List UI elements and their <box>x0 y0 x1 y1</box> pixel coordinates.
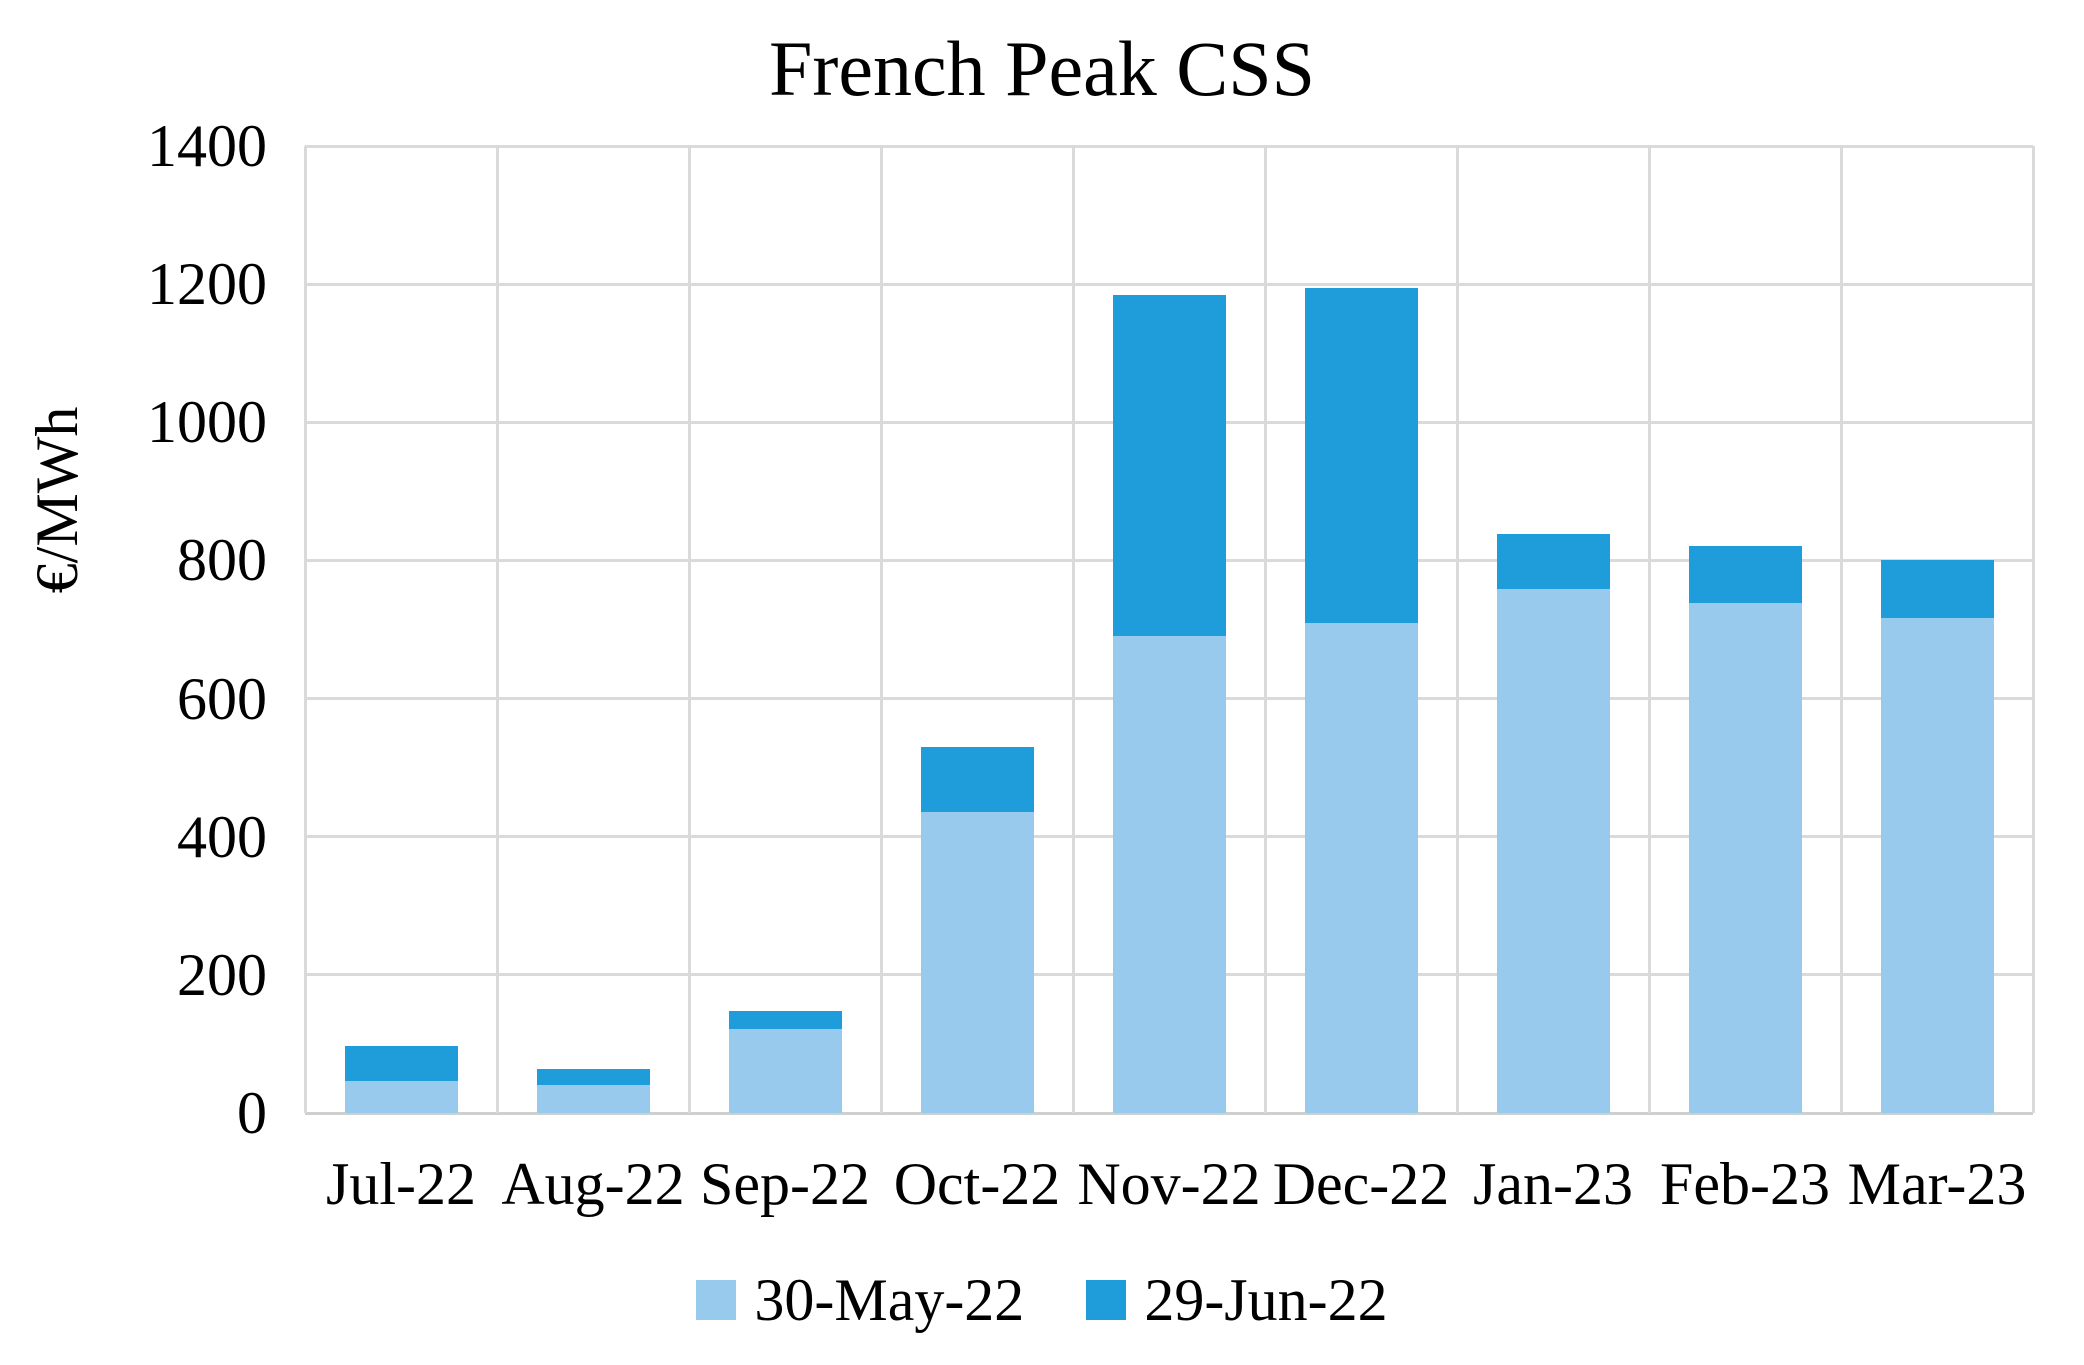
gridline-horizontal <box>305 282 2033 286</box>
gridline-vertical <box>1839 146 1843 1113</box>
bar-segment-29-Jun-22-Feb-23 <box>1688 545 1802 603</box>
gridline-vertical <box>1647 146 1651 1113</box>
legend-label: 29-Jun-22 <box>1144 1267 1388 1333</box>
bar-segment-29-Jun-22-Sep-22 <box>728 1010 842 1029</box>
bar-segment-30-May-22-Mar-23 <box>1880 617 1994 1113</box>
gridline-vertical <box>1455 146 1459 1113</box>
x-tick-label-Jul-22: Jul-22 <box>326 1151 476 1217</box>
chart-title: French Peak CSS <box>769 25 1315 112</box>
bar-segment-30-May-22-Feb-23 <box>1688 602 1802 1113</box>
gridline-vertical <box>687 146 691 1113</box>
y-tick-label-1000: 1000 <box>147 389 267 456</box>
y-tick-label-600: 600 <box>177 665 267 732</box>
legend-item-29-Jun-22: 29-Jun-22 <box>1086 1267 1388 1333</box>
gridline-vertical <box>1071 146 1075 1113</box>
y-tick-label-0: 0 <box>237 1080 267 1146</box>
bar-segment-29-Jun-22-Aug-22 <box>536 1068 650 1086</box>
x-tick-label-Mar-23: Mar-23 <box>1847 1151 2027 1217</box>
legend-label: 30-May-22 <box>754 1267 1025 1333</box>
gridline-vertical <box>495 146 499 1113</box>
x-axis-line <box>305 1111 2033 1115</box>
bar-segment-30-May-22-Sep-22 <box>728 1028 842 1113</box>
x-tick-label-Aug-22: Aug-22 <box>501 1151 685 1217</box>
x-tick-label-Nov-22: Nov-22 <box>1077 1151 1261 1217</box>
legend-swatch-icon <box>696 1280 737 1320</box>
bar-segment-29-Jun-22-Jul-22 <box>344 1046 458 1081</box>
bar-segment-30-May-22-Jul-22 <box>344 1080 458 1113</box>
gridline-horizontal <box>305 144 2033 148</box>
x-tick-label-Feb-23: Feb-23 <box>1660 1151 1830 1217</box>
x-tick-label-Jan-23: Jan-23 <box>1473 1151 1633 1217</box>
bar-segment-30-May-22-Dec-22 <box>1304 622 1418 1113</box>
x-tick-label-Dec-22: Dec-22 <box>1272 1151 1450 1217</box>
bar-segment-30-May-22-Oct-22 <box>920 811 1034 1113</box>
y-tick-label-1200: 1200 <box>147 251 267 318</box>
bar-segment-29-Jun-22-Mar-23 <box>1880 559 1994 618</box>
bar-segment-30-May-22-Aug-22 <box>536 1085 650 1113</box>
x-tick-label-Oct-22: Oct-22 <box>893 1151 1061 1217</box>
bar-segment-30-May-22-Nov-22 <box>1112 636 1226 1113</box>
legend-item-30-May-22: 30-May-22 <box>696 1268 1024 1332</box>
gridline-vertical <box>303 146 307 1113</box>
y-tick-label-400: 400 <box>177 803 267 870</box>
y-tick-label-200: 200 <box>177 941 267 1008</box>
gridline-vertical <box>879 146 883 1113</box>
bar-segment-30-May-22-Jan-23 <box>1496 589 1610 1113</box>
legend: 30-May-22 29-Jun-22 <box>0 1268 2084 1332</box>
bar-segment-29-Jun-22-Oct-22 <box>920 746 1034 812</box>
gridline-vertical <box>2031 146 2035 1113</box>
bar-segment-29-Jun-22-Jan-23 <box>1496 533 1610 590</box>
gridline-vertical <box>1263 146 1267 1113</box>
y-tick-label-800: 800 <box>177 527 267 594</box>
y-tick-label-1400: 1400 <box>147 113 267 179</box>
x-tick-label-Sep-22: Sep-22 <box>700 1151 870 1217</box>
bar-segment-29-Jun-22-Dec-22 <box>1304 287 1418 623</box>
legend-swatch-icon <box>1086 1280 1127 1320</box>
bar-segment-29-Jun-22-Nov-22 <box>1112 294 1226 637</box>
plot-area <box>303 144 2035 1115</box>
